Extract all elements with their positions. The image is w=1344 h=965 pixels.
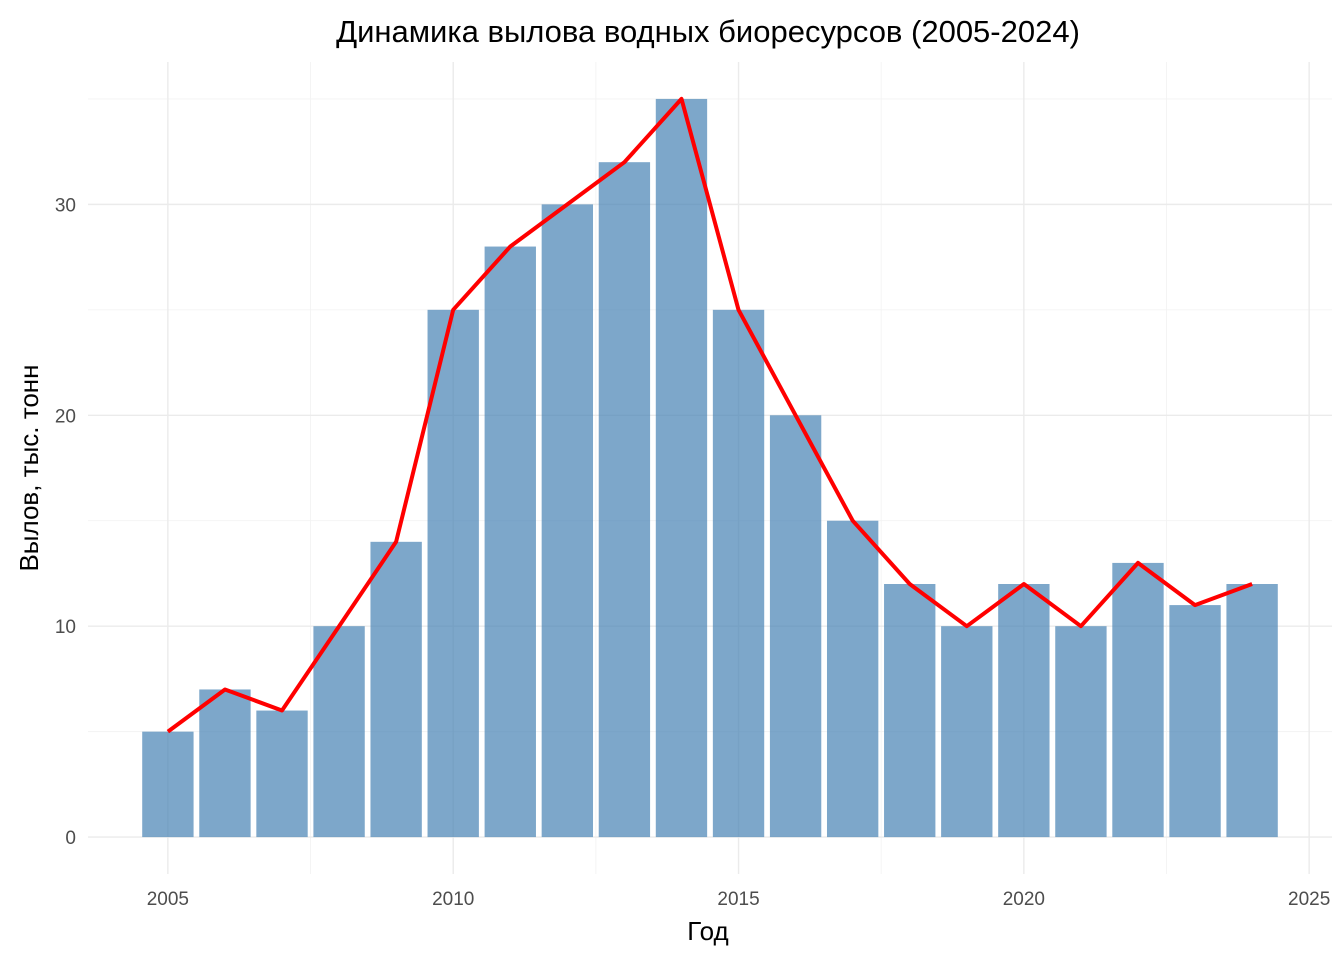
trend-line xyxy=(166,96,1253,734)
bar-2017 xyxy=(826,520,879,838)
bar-2022 xyxy=(1112,562,1164,838)
y-tick-label: 20 xyxy=(55,406,76,427)
bar-2011 xyxy=(484,246,536,838)
bar-2021 xyxy=(1055,626,1107,838)
bar-2012 xyxy=(541,204,594,838)
bar-2013 xyxy=(598,162,651,838)
line-layer xyxy=(166,96,1253,734)
bar-2023 xyxy=(1169,605,1221,838)
bar-layer xyxy=(142,98,1278,838)
x-axis-ticks: 2005 2010 2015 2020 2025 xyxy=(147,889,1331,910)
bar-2008 xyxy=(313,626,365,838)
bar-2006 xyxy=(199,689,251,838)
y-tick-label: 10 xyxy=(55,617,76,638)
y-axis-ticks: 0 10 20 30 xyxy=(55,195,76,849)
bar-2010 xyxy=(427,309,479,838)
x-tick-label: 2020 xyxy=(1003,889,1045,910)
x-axis-title: Год xyxy=(687,916,728,946)
x-tick-label: 2015 xyxy=(717,889,759,910)
x-tick-label: 2025 xyxy=(1288,889,1330,910)
y-tick-label: 0 xyxy=(65,828,76,849)
bar-2007 xyxy=(256,710,308,838)
bar-2015 xyxy=(712,309,765,838)
bar-2014 xyxy=(655,98,708,838)
bar-2005 xyxy=(142,731,194,838)
x-tick-label: 2010 xyxy=(432,889,474,910)
bar-2020 xyxy=(998,584,1050,838)
y-axis-title: Вылов, тыс. тонн xyxy=(14,364,44,571)
bar-2009 xyxy=(370,541,422,838)
bar-2019 xyxy=(941,626,993,838)
bar-2024 xyxy=(1226,584,1278,838)
bar-2016 xyxy=(769,415,822,838)
x-tick-label: 2005 xyxy=(147,889,189,910)
chart-title: Динамика вылова водных биоресурсов (2005… xyxy=(336,14,1080,49)
y-tick-label: 30 xyxy=(55,195,76,216)
bar-2018 xyxy=(884,584,936,838)
